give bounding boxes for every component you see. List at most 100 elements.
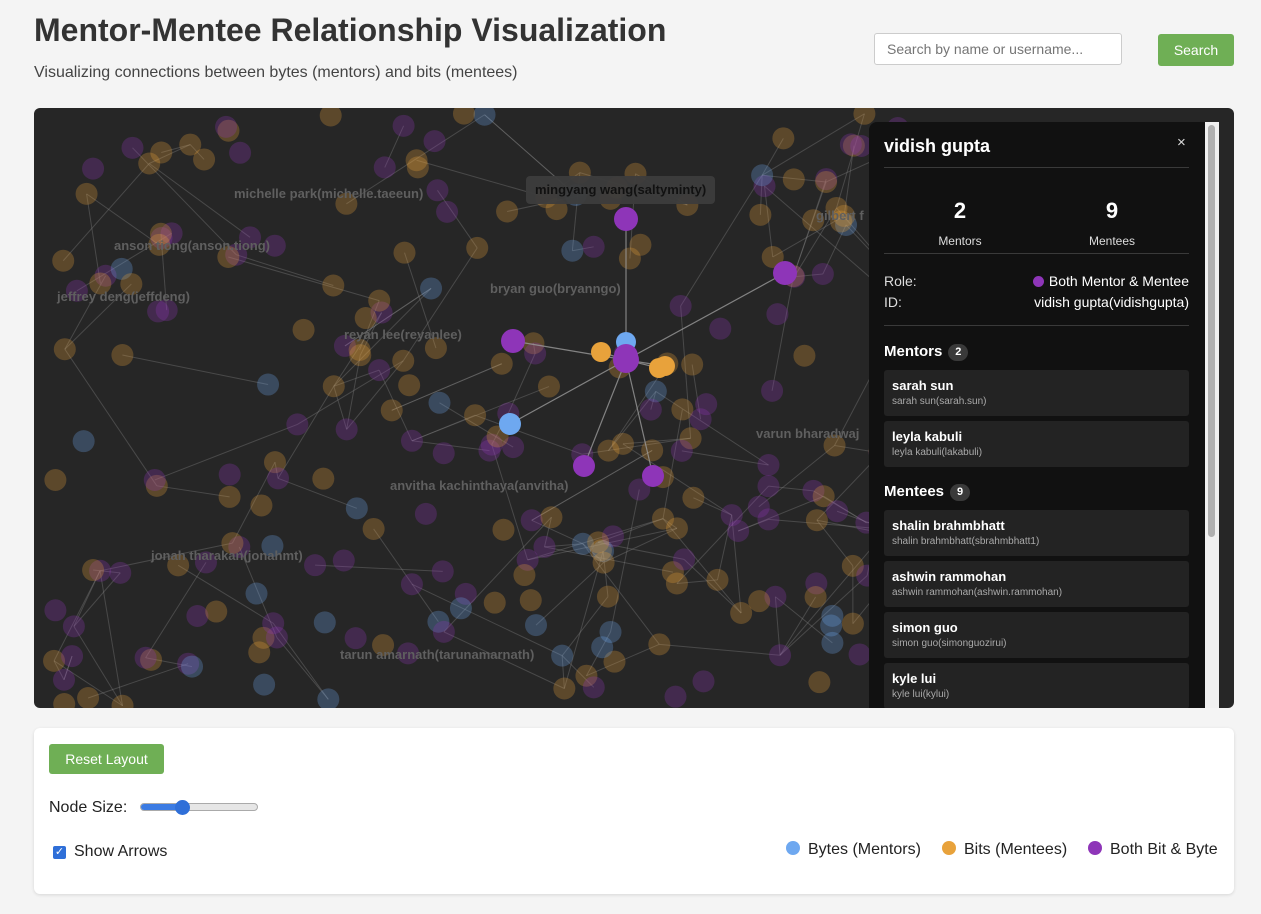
faded-edge — [622, 443, 732, 516]
close-icon[interactable]: × — [1177, 134, 1186, 151]
faded-edge — [768, 485, 814, 492]
faded-node-label: anson tiong(anson.tiong) — [114, 238, 270, 253]
mentee-username: kyle lui(kylui) — [892, 689, 950, 700]
faded-edge — [768, 518, 888, 530]
mentor-card[interactable]: sarah sun sarah sun(sarah.sun) — [884, 370, 1189, 416]
search-input[interactable] — [874, 33, 1122, 65]
mentee-card[interactable]: ashwin rammohan ashwin rammohan(ashwin.r… — [884, 561, 1189, 607]
search-button[interactable]: Search — [1158, 34, 1234, 66]
faded-node-label: reyan lee(reyanlee) — [344, 327, 462, 342]
faded-node — [312, 467, 335, 490]
faded-edge — [681, 450, 769, 466]
faded-edge — [662, 409, 683, 519]
faded-node — [420, 277, 443, 300]
faded-node — [782, 168, 805, 191]
panel-scrollbar[interactable] — [1205, 122, 1219, 708]
faded-node — [689, 408, 712, 431]
faded-edge — [64, 348, 158, 487]
mentee-card[interactable]: kyle lui kyle lui(kylui) — [884, 663, 1189, 708]
faded-node — [53, 693, 76, 708]
slider-thumb[interactable] — [175, 800, 190, 815]
faded-edge — [63, 655, 73, 680]
divider — [884, 167, 1189, 168]
faded-edge — [437, 190, 478, 249]
faded-node — [344, 627, 367, 650]
faded-node — [292, 318, 315, 341]
faded-node — [641, 439, 664, 462]
faded-node — [808, 671, 831, 694]
faded-node — [537, 375, 560, 398]
mentee-username: ashwin rammohan(ashwin.rammohan) — [892, 587, 1063, 598]
highlight-edge — [509, 359, 627, 425]
faded-node — [406, 156, 429, 179]
scrollbar-thumb[interactable] — [1208, 125, 1215, 537]
faded-node — [815, 170, 838, 193]
faded-node — [248, 641, 271, 664]
highlight-edge — [625, 272, 786, 361]
selected-node — [613, 347, 639, 373]
faded-edge — [148, 163, 251, 238]
faded-node — [186, 604, 209, 627]
mentee-name: shalin brahmbhatt — [892, 518, 1005, 533]
faded-edge — [346, 355, 361, 430]
faded-edge — [535, 562, 604, 626]
faded-node — [587, 531, 610, 554]
faded-node — [805, 509, 828, 532]
faded-node — [582, 676, 605, 699]
graph-canvas[interactable]: michelle park(michelle.taeeun) anson tion… — [34, 108, 1234, 708]
faded-node — [473, 108, 496, 126]
faded-edge — [86, 193, 101, 284]
page-subtitle: Visualizing connections between bytes (m… — [34, 64, 518, 81]
mentors-section-label: Mentors — [884, 343, 943, 360]
faded-node — [52, 668, 75, 691]
mentor-card[interactable]: leyla kabuli leyla kabuli(lakabuli) — [884, 421, 1189, 467]
faded-node — [335, 418, 358, 441]
faded-node — [664, 685, 687, 708]
faded-node — [62, 615, 85, 638]
show-arrows-checkbox[interactable]: ✓ — [53, 846, 66, 859]
faded-edge — [561, 596, 609, 656]
reset-layout-button[interactable]: Reset Layout — [49, 744, 164, 774]
faded-node — [592, 551, 615, 574]
panel-node-name: vidish gupta — [884, 136, 991, 156]
faded-node — [428, 391, 451, 414]
faded-edge — [572, 246, 594, 252]
mentors-count: 2 — [953, 198, 967, 223]
faded-node — [644, 380, 667, 403]
faded-node — [592, 540, 615, 563]
faded-node — [764, 585, 787, 608]
mentor-username: sarah sun(sarah.sun) — [892, 396, 987, 407]
faded-edge — [608, 391, 657, 451]
faded-node — [629, 233, 652, 256]
faded-node — [513, 564, 536, 587]
faded-edge — [99, 570, 124, 706]
faded-node — [833, 204, 856, 227]
faded-edge — [737, 518, 769, 532]
faded-edge — [582, 437, 691, 455]
faded-edge — [333, 288, 432, 387]
faded-node — [454, 582, 477, 605]
faded-node — [193, 148, 216, 171]
faded-node — [257, 373, 280, 396]
faded-edge — [527, 518, 664, 561]
faded-edge — [676, 485, 769, 584]
faded-edge — [622, 437, 691, 445]
byte-dot-icon — [786, 841, 800, 855]
faded-edge — [836, 113, 865, 209]
faded-node — [830, 210, 853, 233]
mentee-card[interactable]: simon guo simon guo(simonguozirui) — [884, 612, 1189, 658]
faded-edge — [145, 562, 207, 659]
faded-edge — [771, 276, 794, 391]
mentee-card[interactable]: shalin brahmbhatt shalin brahmbhatt(sbra… — [884, 510, 1189, 556]
faded-node — [618, 247, 641, 270]
faded-node — [464, 404, 487, 427]
node-size-slider[interactable] — [140, 803, 258, 811]
faded-edge — [793, 207, 837, 277]
mentee-username: shalin brahmbhatt(sbrahmbhatt1) — [892, 536, 1040, 547]
faded-node — [405, 149, 428, 172]
faded-edge — [655, 390, 769, 466]
faded-edge — [277, 385, 335, 479]
faded-edge — [53, 570, 101, 662]
mentee-username: simon guo(simonguozirui) — [892, 638, 1007, 649]
faded-node — [228, 535, 251, 558]
